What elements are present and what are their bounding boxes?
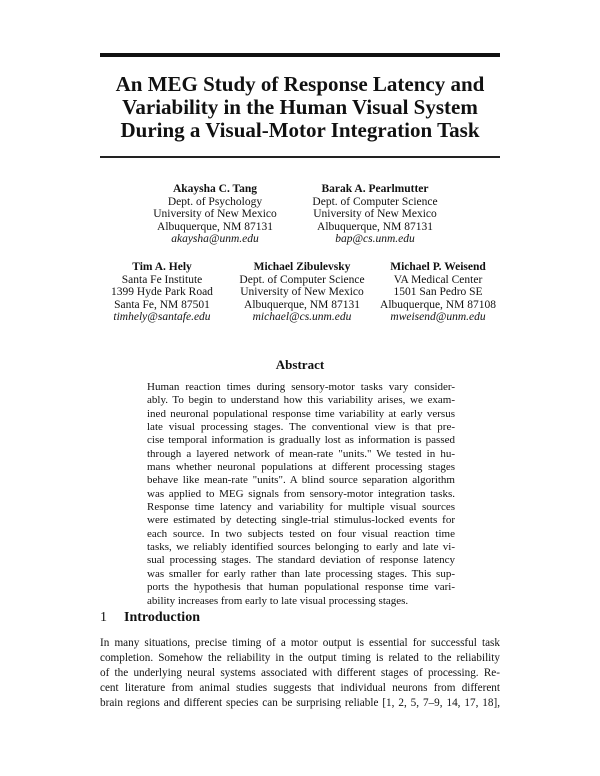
abstract-heading: Abstract bbox=[275, 357, 325, 372]
text-line: brain regions and different species can … bbox=[100, 696, 500, 709]
paper-title: An MEG Study of Response Latency and Var… bbox=[60, 73, 540, 142]
text-line: cise temporal information is gradually l… bbox=[147, 434, 455, 447]
author-affiliation: Santa Fe, NM 87501 bbox=[114, 298, 210, 311]
author-affiliation: University of New Mexico bbox=[153, 208, 277, 221]
author-name: Michael P. Weisend bbox=[390, 261, 486, 273]
author-affiliation: Albuquerque, NM 87131 bbox=[244, 298, 360, 311]
text-line: In many situations, precise timing of a … bbox=[100, 637, 500, 649]
text-line: sual processing stages. The standard dev… bbox=[147, 554, 455, 567]
title-line: During a Visual-Motor Integration Task bbox=[120, 118, 480, 142]
text-line: behave like mean-rate "units". A blind s… bbox=[147, 474, 455, 487]
author-block: Barak A. Pearlmutter Dept. of Computer Sc… bbox=[290, 183, 460, 246]
section-title: Introduction bbox=[124, 610, 200, 625]
author-name: Tim A. Hely bbox=[132, 261, 192, 273]
text-line: of the underlying neural systems associa… bbox=[100, 666, 500, 679]
author-affiliation: University of New Mexico bbox=[240, 286, 364, 299]
section-number: 1 bbox=[100, 610, 107, 625]
author-block: Akaysha C. Tang Dept. of Psychology Univer… bbox=[140, 183, 290, 246]
author-email: mweisend@unm.edu bbox=[390, 311, 486, 324]
text-line: ability increases from early to late vis… bbox=[147, 594, 409, 607]
section-body: In many situations, precise timing of a … bbox=[100, 636, 500, 711]
title-rule-bottom bbox=[100, 156, 500, 158]
text-line: late visual processing stages. The conve… bbox=[147, 421, 455, 434]
title-rule-top bbox=[100, 53, 500, 57]
text-line: completion. Somehow the reliability in t… bbox=[100, 651, 500, 664]
author-affiliation: Albuquerque, NM 87108 bbox=[380, 298, 496, 311]
author-affiliation: Albuquerque, NM 87131 bbox=[157, 220, 273, 233]
text-line: mans whether neuronal populations at dif… bbox=[147, 461, 455, 474]
title-line: An MEG Study of Response Latency and bbox=[115, 72, 485, 96]
text-line: ably. To begin to understand how this va… bbox=[147, 394, 455, 407]
text-line: cent literature from animal studies sugg… bbox=[100, 681, 500, 694]
author-affiliation: Santa Fe Institute bbox=[121, 273, 203, 286]
author-affiliation: 1501 San Pedro SE bbox=[393, 286, 483, 299]
author-affiliation: Albuquerque, NM 87131 bbox=[317, 220, 433, 233]
author-affiliation: Dept. of Computer Science bbox=[312, 195, 438, 208]
author-block: Michael P. Weisend VA Medical Center 1501 … bbox=[368, 261, 508, 324]
author-block: Tim A. Hely Santa Fe Institute 1399 Hyde P… bbox=[92, 261, 232, 324]
abstract-body: Human reaction times during sensory-moto… bbox=[147, 381, 455, 608]
author-email: bap@cs.unm.edu bbox=[335, 233, 415, 246]
author-affiliation: VA Medical Center bbox=[393, 273, 483, 286]
text-line: ined neuronal populational response time… bbox=[147, 407, 455, 420]
text-line: through a layered network of mean-rate "… bbox=[147, 447, 455, 460]
author-email: timhely@santafe.edu bbox=[113, 311, 211, 324]
section-heading: 1 Introduction bbox=[100, 610, 200, 626]
author-name: Akaysha C. Tang bbox=[172, 183, 258, 195]
author-email: michael@cs.unm.edu bbox=[252, 311, 352, 324]
text-line: were estimated by detecting single-trial… bbox=[147, 514, 455, 527]
author-affiliation: Dept. of Computer Science bbox=[239, 273, 365, 286]
text-line: was smaller for early rather than late p… bbox=[147, 567, 455, 580]
text-line: Human reaction times during sensory-moto… bbox=[147, 381, 455, 393]
author-affiliation: 1399 Hyde Park Road bbox=[111, 286, 213, 299]
title-line: Variability in the Human Visual System bbox=[122, 95, 478, 119]
author-affiliation: University of New Mexico bbox=[313, 208, 437, 221]
text-line: ports the hypothesis that human populati… bbox=[147, 581, 455, 594]
text-line: Response time latency and variability fo… bbox=[147, 501, 455, 514]
text-line: each source. In two subjects tested on f… bbox=[147, 527, 455, 540]
text-line: tasks, we reliably identified sources be… bbox=[147, 541, 455, 554]
author-affiliation: Dept. of Psychology bbox=[167, 195, 263, 208]
author-name: Michael Zibulevsky bbox=[253, 261, 351, 273]
author-email: akaysha@unm.edu bbox=[171, 233, 259, 246]
author-block: Michael Zibulevsky Dept. of Computer Scie… bbox=[232, 261, 372, 324]
text-line: was applied to MEG signals from sensory-… bbox=[147, 487, 455, 500]
author-name: Barak A. Pearlmutter bbox=[321, 183, 429, 195]
